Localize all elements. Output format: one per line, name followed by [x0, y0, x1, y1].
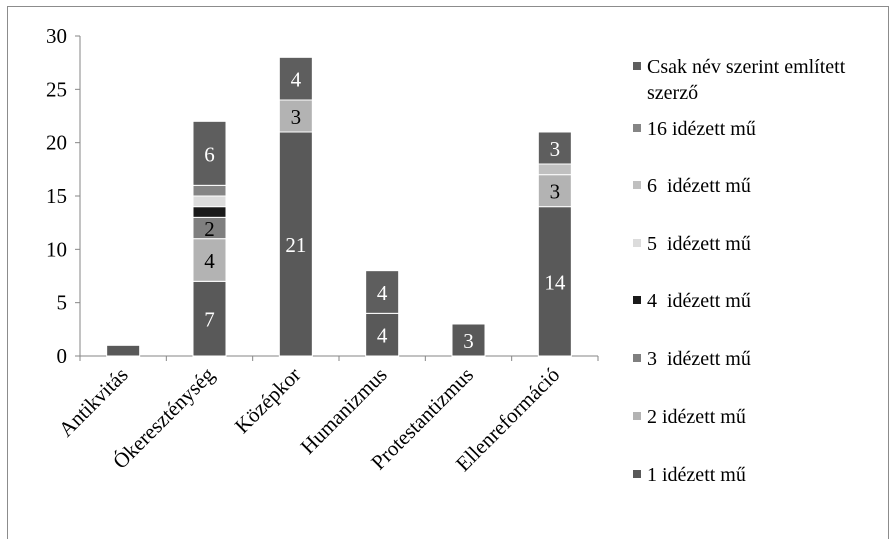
bar-segment: [537, 206, 572, 357]
bar-segment: [192, 120, 227, 186]
data-label: 21: [285, 233, 306, 257]
legend-label: 3 idézett mű: [647, 348, 751, 370]
y-tick-label: 30: [46, 24, 67, 48]
bar-segment: [537, 174, 572, 208]
data-label: 3: [550, 180, 561, 204]
bar-segment: [537, 131, 572, 165]
data-label: 3: [291, 105, 302, 129]
legend-swatch: [633, 470, 641, 478]
bar-segment: [278, 99, 313, 133]
chart-border: [7, 6, 889, 539]
bar-segment: [106, 344, 141, 357]
y-tick-label: 15: [46, 184, 67, 208]
bar-segment: [278, 56, 313, 101]
data-label: 6: [204, 142, 215, 166]
bar-segment: [192, 206, 227, 218]
legend-label: 2 idézett mű: [647, 406, 746, 428]
data-label: 4: [377, 324, 388, 348]
y-tick-label: 20: [46, 131, 67, 155]
category-label: Antikvitás: [54, 363, 133, 442]
bar-segment: [192, 184, 227, 197]
legend-swatch: [633, 239, 641, 247]
bar-segment: [192, 195, 227, 208]
y-tick-label: 10: [46, 237, 67, 261]
legend-swatch: [633, 181, 641, 189]
legend-swatch: [633, 124, 641, 132]
data-label: 3: [550, 137, 561, 161]
data-label: 4: [204, 249, 215, 273]
y-tick-label: 5: [57, 291, 68, 315]
bar-segment: [537, 163, 572, 176]
legend-label: 16 idézett mű: [647, 118, 756, 140]
category-label: Középkor: [230, 363, 306, 439]
legend-label: 5 idézett mű: [647, 233, 751, 255]
legend-label: 4 idézett mű: [647, 290, 751, 312]
legend-swatch: [633, 354, 641, 362]
bar-segment: [192, 238, 227, 282]
bar-segment: [365, 270, 400, 314]
data-label: 2: [204, 217, 215, 241]
bar-segment: [365, 312, 400, 357]
bar-segment: [451, 323, 486, 357]
data-label: 4: [291, 68, 302, 92]
y-tick-label: 25: [46, 77, 67, 101]
legend-swatch: [633, 412, 641, 420]
legend-swatch: [633, 296, 641, 304]
data-label: 7: [204, 308, 215, 332]
data-label: 14: [544, 270, 566, 294]
data-label: 4: [377, 281, 388, 305]
y-tick-label: 0: [57, 344, 68, 368]
legend-label: 6 idézett mű: [647, 175, 751, 197]
legend-label: Csak név szerint említett szerző: [647, 56, 846, 104]
category-label: Humanizmus: [296, 363, 392, 459]
legend-label: 1 idézett mű: [647, 464, 746, 486]
data-label: 3: [463, 329, 474, 353]
legend-swatch: [633, 62, 641, 70]
